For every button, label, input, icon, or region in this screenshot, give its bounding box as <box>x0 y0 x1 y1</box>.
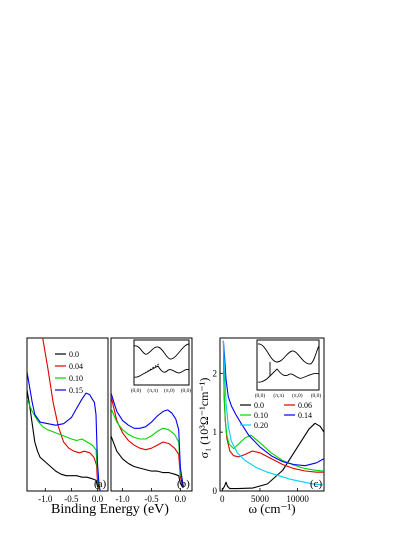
panel-b-x-ticks: -1.0 -0.5 0.0 <box>115 488 187 504</box>
legend-label: 0.10 <box>254 411 268 420</box>
x-tick-label: -1.0 <box>38 494 53 504</box>
series-line-0.20 <box>222 340 324 486</box>
panel-a-legend: 0.0 0.04 0.10 0.15 <box>55 350 83 395</box>
x-tick-label: 0.0 <box>92 494 104 504</box>
x-tick-label: -0.5 <box>64 494 79 504</box>
inset-tick-label: (0,0) <box>131 387 142 394</box>
x-axis-label-binding-energy: Binding Energy (eV) <box>51 502 169 517</box>
y-tick-label: 2 <box>213 368 218 378</box>
inset-tick-label: (π,0) <box>292 392 303 399</box>
series-line-0.14 <box>222 340 324 467</box>
x-tick-label: 0.0 <box>175 494 187 504</box>
panel-c-ticks: 0 5000 10000 0 1 2 <box>213 368 310 504</box>
inset-tick-label: (π,0) <box>164 387 175 394</box>
panel-b: -1.0 -0.5 0.0 (0,0) (π,π) (π,0) (0,0) (b) <box>110 337 193 504</box>
panel-c-inset-x-ticks: (0,0) (π,π) (π,0) (0,0) <box>255 392 322 399</box>
x-tick-label: 5000 <box>251 494 270 504</box>
panel-c-frame <box>219 337 325 492</box>
x-tick-label: -1.0 <box>115 494 130 504</box>
series-line-0.0 <box>221 422 324 491</box>
series-line-0.04 <box>42 338 101 491</box>
inset-tick-label: (0,0) <box>255 392 266 399</box>
series-line-0.0 <box>27 389 101 491</box>
panel-c-legend: 0.0 0.06 0.10 0.14 0.20 <box>240 401 312 430</box>
inset-tick-label: (0,0) <box>181 387 192 394</box>
panel-b-curves <box>111 392 184 489</box>
x-axis-label-omega: ω (cm⁻¹) <box>248 501 295 516</box>
series-line-0.15 <box>111 392 184 487</box>
series-line-0.04 <box>111 395 184 487</box>
panel-a: -1.0 -0.5 0.0 0.0 0.04 0.10 0.15 (a) <box>26 337 109 504</box>
panel-a-x-ticks: -1.0 -0.5 0.0 <box>38 488 104 504</box>
panel-b-inset-dashed-line <box>144 362 161 374</box>
legend-label: 0.06 <box>298 401 312 410</box>
panel-c-inset: (0,0) (π,π) (π,0) (0,0) <box>255 339 322 399</box>
legend-label: 0.10 <box>69 374 83 383</box>
panel-c-label: (c) <box>310 478 323 490</box>
panel-b-inset-upper-band <box>133 343 190 360</box>
y-tick-label: 1 <box>213 427 218 437</box>
x-tick-label: 10000 <box>286 494 309 504</box>
series-line-0.10 <box>222 340 324 472</box>
legend-label: 0.0 <box>254 401 264 410</box>
inset-tick-label: (π,π) <box>273 392 284 399</box>
inset-tick-label: (π,π) <box>147 387 158 394</box>
inset-tick-label: (0,0) <box>311 392 322 399</box>
panel-b-inset: (0,0) (π,π) (π,0) (0,0) <box>131 339 192 394</box>
y-axis-label-sigma: σ₁ (10³Ω⁻¹cm⁻¹) <box>197 378 211 459</box>
panel-b-inset-frame <box>133 339 190 386</box>
x-tick-label: -0.5 <box>144 494 159 504</box>
panel-c-curves <box>221 340 324 491</box>
panel-c-inset-upper-band <box>257 343 320 365</box>
panel-b-inset-lower-band <box>133 365 190 378</box>
panel-b-label: (b) <box>177 478 190 490</box>
series-line-0.10 <box>27 398 101 491</box>
legend-label: 0.15 <box>69 386 83 395</box>
series-line-0.10 <box>111 408 184 487</box>
legend-label: 0.04 <box>69 362 83 371</box>
legend-label: 0.14 <box>298 411 312 420</box>
x-tick-label: 0 <box>220 494 225 504</box>
legend-label: 0.0 <box>69 350 79 359</box>
series-line-0.0 <box>111 435 184 489</box>
panel-a-label: (a) <box>94 478 107 490</box>
legend-label: 0.20 <box>254 421 268 430</box>
panel-a-curves <box>27 338 101 491</box>
y-tick-label: 0 <box>213 486 218 496</box>
panel-c-inset-frame <box>256 339 320 391</box>
panel-c-inset-lower-band <box>257 368 320 383</box>
panel-a-frame <box>26 337 109 492</box>
series-line-0.15 <box>27 371 101 491</box>
panel-b-inset-x-ticks: (0,0) (π,π) (π,0) (0,0) <box>131 387 192 394</box>
